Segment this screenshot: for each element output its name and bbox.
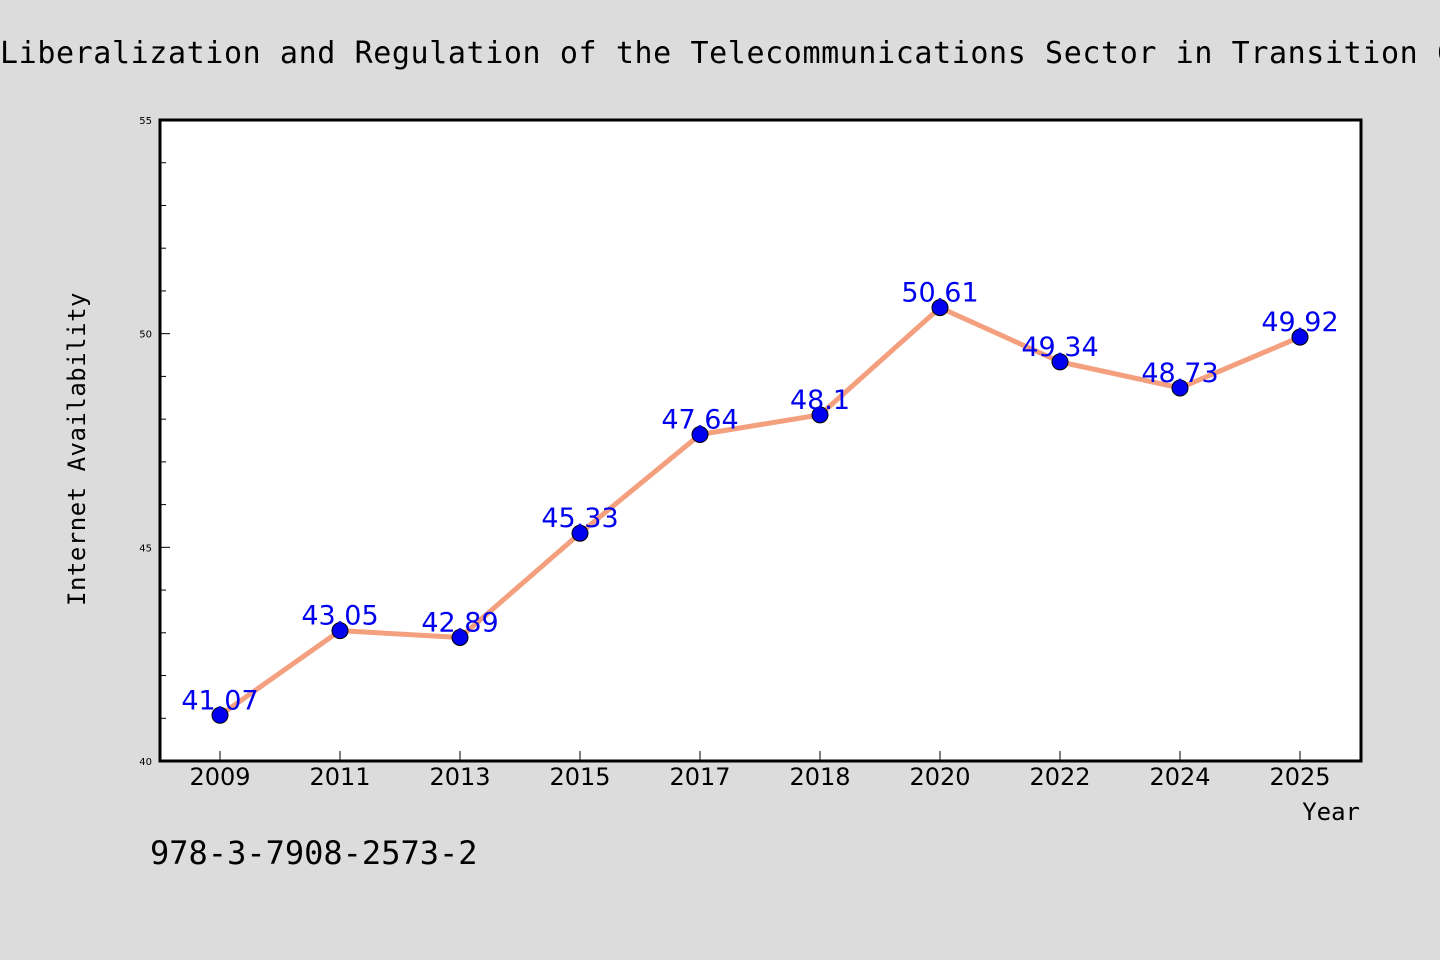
data-label: 48.1	[790, 385, 850, 416]
y-axis: 40 45 50 55	[139, 116, 170, 768]
x-tick-label: 2011	[309, 763, 370, 791]
x-tick-label: 2015	[549, 763, 610, 791]
data-point	[211, 706, 229, 724]
data-point	[691, 426, 709, 444]
data-point	[1291, 328, 1309, 346]
plot-area	[158, 118, 1363, 763]
data-point	[1051, 353, 1069, 371]
x-tick-label: 2025	[1269, 763, 1330, 791]
data-label: 41.07	[181, 685, 258, 716]
x-tick-label: 2017	[669, 763, 730, 791]
x-axis-label: Year	[1302, 798, 1360, 826]
x-tick-label: 2009	[189, 763, 250, 791]
data-point	[571, 524, 589, 542]
series-line	[217, 305, 1303, 718]
data-label: 49.34	[1021, 332, 1098, 363]
x-tick-label: 2022	[1029, 763, 1090, 791]
data-label: 42.89	[421, 608, 498, 639]
x-tick-label: 2018	[789, 763, 850, 791]
data-point	[1171, 379, 1189, 397]
x-tick-label: 2013	[429, 763, 490, 791]
chart-title: Liberalization and Regulation of the Tel…	[0, 36, 1440, 71]
y-tick-label: 45	[139, 543, 152, 554]
data-point	[931, 299, 949, 317]
y-tick-label: 50	[139, 330, 152, 341]
data-point	[451, 629, 469, 647]
data-label-group: 41.07 43.05 42.89 45.33 47.64 48.1 50.61 49.34 4…	[181, 278, 1338, 717]
y-axis-label: Internet Availability	[63, 292, 91, 606]
data-point	[331, 622, 349, 640]
series-line-group	[217, 305, 1303, 718]
isbn-annotation: 978-3-7908-2573-2	[150, 834, 478, 872]
y-tick-label: 55	[139, 116, 152, 127]
y-tick-label: 40	[139, 757, 152, 768]
data-label: 45.33	[541, 503, 618, 534]
marker-group	[211, 299, 1309, 724]
x-tick-label: 2020	[909, 763, 970, 791]
data-label: 47.64	[661, 405, 738, 436]
data-label: 49.92	[1261, 307, 1338, 338]
data-label: 43.05	[301, 601, 378, 632]
data-point	[811, 406, 829, 424]
data-label: 50.61	[901, 278, 978, 309]
x-axis: 2009 2011 2013 2015 2017 2018 2020 2022 2024 2025	[189, 751, 1331, 791]
data-label: 48.73	[1141, 358, 1218, 389]
x-tick-label: 2024	[1149, 763, 1210, 791]
